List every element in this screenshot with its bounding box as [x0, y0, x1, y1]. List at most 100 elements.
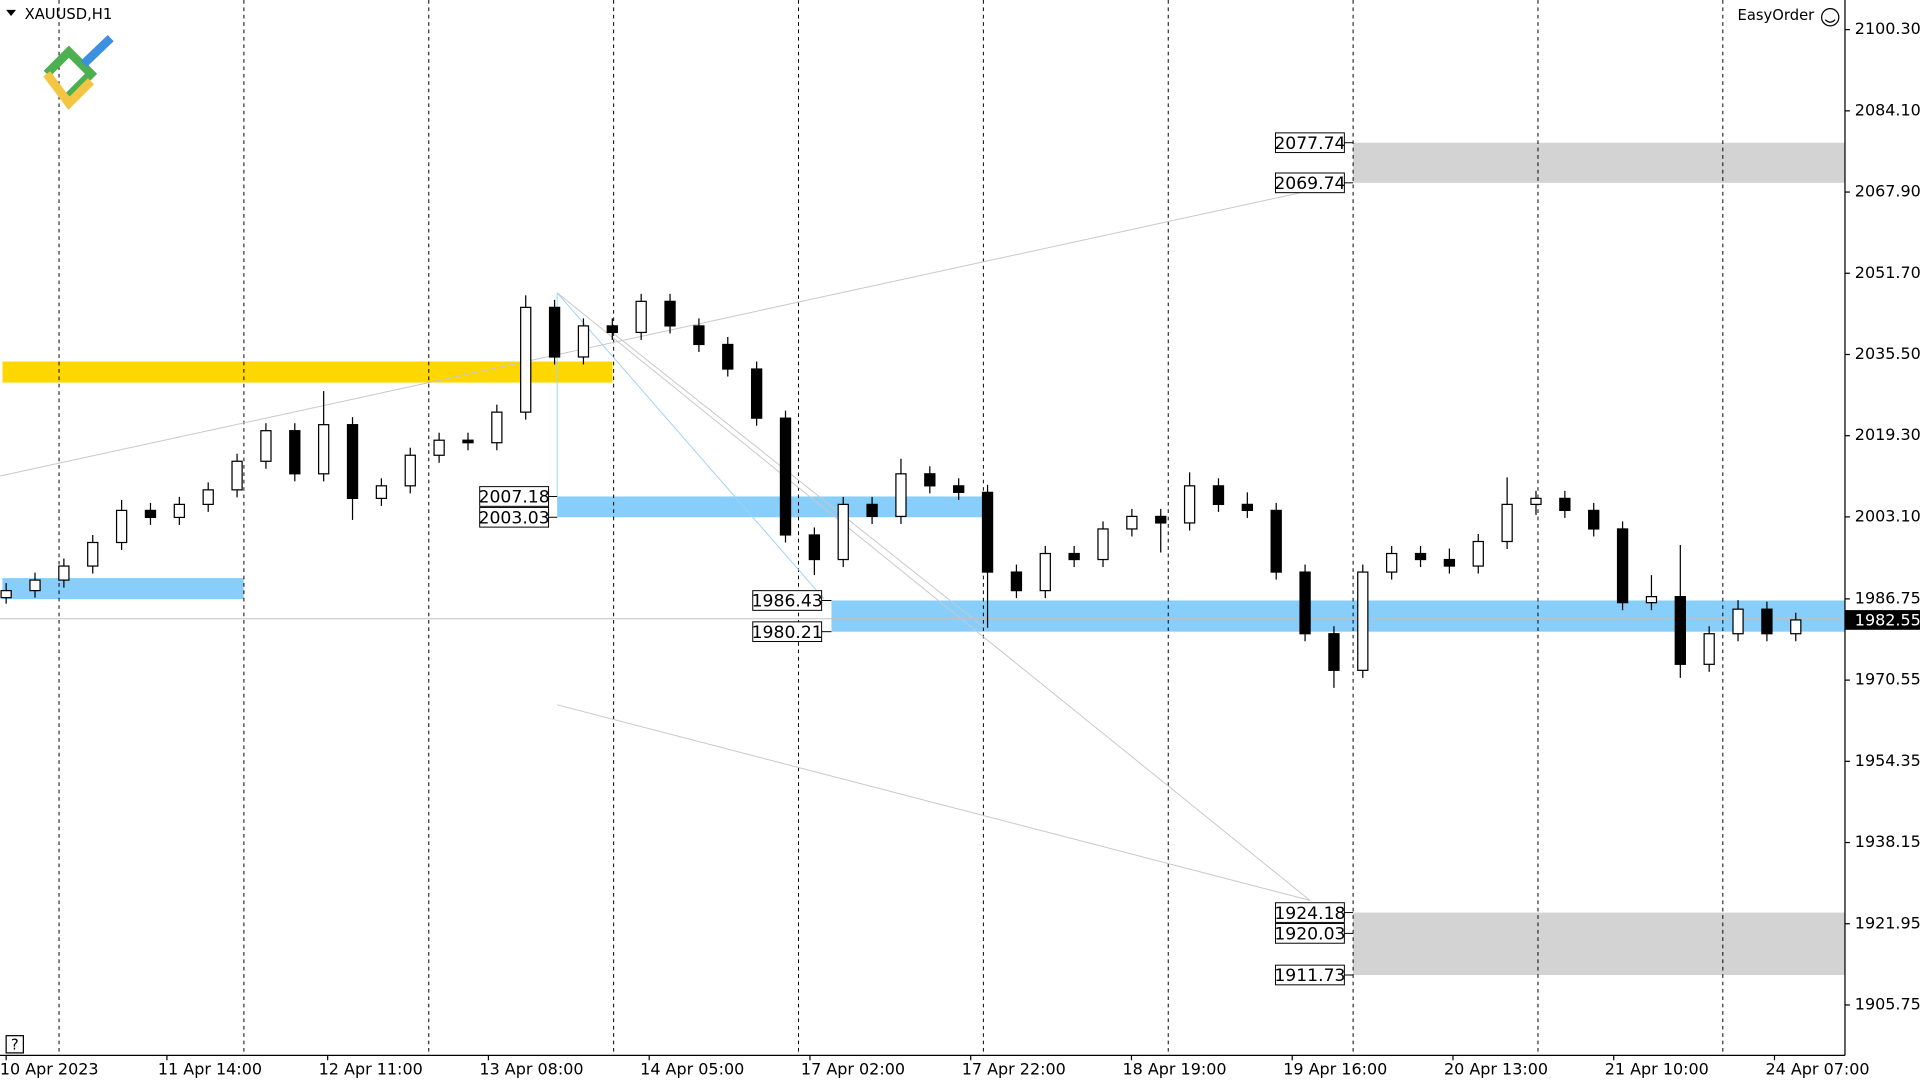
- y-tick-label: 1986.75: [1855, 588, 1920, 607]
- level-box: [1274, 923, 1345, 944]
- candle-body: [1472, 540, 1484, 567]
- zone: [2, 361, 613, 383]
- level-label: 1924.18: [1274, 904, 1345, 924]
- candle-body: [173, 503, 186, 519]
- candle-body: [953, 485, 965, 493]
- candle-body: [1212, 485, 1225, 506]
- candle-body: [520, 306, 532, 413]
- candle-body: [1732, 608, 1744, 635]
- candle-body: [1126, 515, 1138, 530]
- candle-body: [317, 424, 330, 475]
- x-tick-label: 20 Apr 13:00: [1444, 1060, 1548, 1079]
- candle-body: [981, 491, 994, 573]
- candle-body: [837, 503, 849, 561]
- candle-body: [1443, 558, 1456, 567]
- candle-body: [346, 424, 359, 499]
- candle-body: [722, 343, 734, 370]
- candle-body: [1010, 571, 1023, 592]
- trend-lines: [0, 190, 1845, 901]
- x-tick-label: 11 Apr 14:00: [158, 1060, 262, 1079]
- candle-body: [115, 509, 128, 544]
- level-label: 2007.18: [479, 488, 550, 508]
- level-label: 2003.03: [479, 509, 550, 529]
- help-box[interactable]: [5, 1035, 24, 1054]
- candle-body: [29, 579, 41, 592]
- price-tag-label: 1982.55: [1855, 611, 1920, 630]
- y-tick-label: 2035.50: [1855, 344, 1920, 363]
- x-tick-label: 19 Apr 16:00: [1283, 1060, 1387, 1079]
- easyorder[interactable]: EasyOrder: [1738, 7, 1816, 24]
- trend-line: [614, 334, 985, 628]
- candle-body: [1299, 571, 1311, 635]
- x-tick-label: 13 Apr 08:00: [479, 1060, 583, 1079]
- zones: [2, 142, 1845, 975]
- candle-body: [202, 489, 214, 506]
- y-tick-label: 1921.95: [1855, 913, 1920, 932]
- candle-body: [1674, 596, 1686, 665]
- trend-line: [557, 704, 1311, 901]
- candle-body: [1155, 515, 1167, 524]
- y-tick-label: 2100.30: [1855, 19, 1920, 38]
- candle-body: [1645, 596, 1658, 604]
- zone: [557, 496, 984, 518]
- level-box: [752, 590, 823, 611]
- smiley-mouth: [1824, 19, 1836, 23]
- menu-arrow[interactable]: [6, 9, 16, 17]
- candle-body: [289, 430, 301, 475]
- candle-body: [808, 534, 821, 561]
- trend-line: [0, 190, 1311, 477]
- smiley[interactable]: [1820, 8, 1840, 27]
- y-tick-label: 2067.90: [1855, 182, 1920, 201]
- candle-body: [548, 306, 561, 358]
- level-label: 2077.74: [1274, 134, 1345, 154]
- labels: 2100.30 2084.10 2067.90 2051.70 2035.50 2019.…: [0, 19, 1920, 1079]
- candle-body: [1039, 552, 1051, 592]
- candle-body: [1616, 528, 1629, 604]
- candle-body: [1241, 503, 1254, 512]
- candle-body: [693, 325, 705, 346]
- level-label: 1911.73: [1274, 966, 1345, 986]
- candle-body: [1357, 571, 1369, 671]
- candle-body: [0, 590, 12, 599]
- x-tick-label: 24 Apr 07:00: [1765, 1060, 1869, 1079]
- candle-body: [779, 417, 792, 536]
- y-tick-label: 2019.30: [1855, 425, 1920, 444]
- candles: [0, 293, 1802, 688]
- candle-body: [577, 325, 590, 358]
- level-box: [1274, 902, 1345, 923]
- x-tick-label: 21 Apr 10:00: [1605, 1060, 1709, 1079]
- candle-body: [1588, 509, 1600, 530]
- candle-body: [635, 300, 647, 334]
- x-tick-label: 17 Apr 22:00: [962, 1060, 1066, 1079]
- candle-body: [1414, 552, 1427, 561]
- x-tick-label: 14 Apr 05:00: [640, 1060, 744, 1079]
- logo: [43, 35, 114, 110]
- level-box: [752, 621, 823, 643]
- candle-body: [58, 565, 70, 581]
- candle-body: [491, 411, 503, 444]
- help[interactable]: ?: [11, 1037, 19, 1054]
- zone: [2, 578, 244, 600]
- candle-body: [1790, 619, 1802, 635]
- level-box: [1274, 964, 1345, 986]
- candle-body: [1068, 552, 1080, 561]
- x-tick-label: 17 Apr 02:00: [801, 1060, 905, 1079]
- candle-body: [1703, 633, 1715, 665]
- candle-body: [1328, 633, 1340, 671]
- candle-body: [433, 439, 445, 456]
- y-tick-label: 1905.75: [1855, 994, 1920, 1013]
- candle-body: [1097, 528, 1109, 561]
- candle-body: [404, 454, 416, 487]
- y-tick-label: 1938.15: [1855, 832, 1920, 851]
- candle-body: [462, 439, 474, 444]
- y-tick-label: 1970.55: [1855, 670, 1920, 689]
- candle-body: [750, 368, 763, 419]
- zone: [1352, 142, 1845, 183]
- level-box: [1274, 172, 1345, 194]
- x-tick-label: 18 Apr 19:00: [1122, 1060, 1226, 1079]
- candle-body: [1761, 608, 1773, 635]
- level-box: [479, 506, 550, 528]
- candle-body: [1270, 509, 1282, 573]
